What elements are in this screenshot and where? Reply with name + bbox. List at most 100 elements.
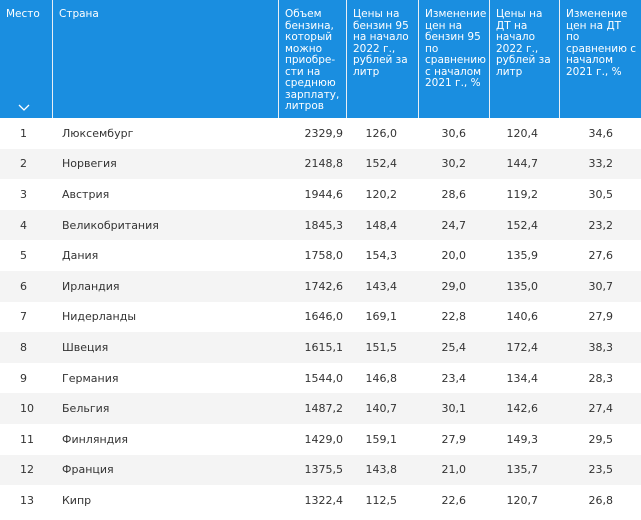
header-petrol-price[interactable]: Цены на бензин 95 на начало 2022 г., руб… — [347, 0, 419, 118]
chevron-down-icon[interactable] — [18, 104, 30, 112]
header-country[interactable]: Страна — [53, 0, 279, 118]
rank-cell: 2 — [20, 157, 27, 171]
petrol-price-cell: 143,8 — [365, 463, 398, 477]
country-cell: Швеция — [62, 340, 109, 354]
volume-cell: 2329,9 — [304, 126, 344, 140]
diesel-price-cell: 120,7 — [506, 493, 539, 507]
diesel-change-cell: 27,9 — [588, 310, 614, 324]
table-header: Место Страна Объем бензина, который можн… — [0, 0, 641, 118]
petrol-price-cell: 112,5 — [365, 493, 398, 507]
volume-cell: 1615,1 — [304, 340, 344, 354]
table-row: 9 Германия 1544,0 146,8 23,4 134,4 28,3 — [0, 362, 641, 394]
volume-cell: 1487,2 — [304, 402, 344, 416]
diesel-price-cell: 142,6 — [506, 402, 539, 416]
diesel-price-cell: 152,4 — [506, 218, 539, 232]
table-row: 6 Ирландия 1742,6 143,4 29,0 135,0 30,7 — [0, 270, 641, 302]
diesel-change-cell: 30,7 — [588, 279, 614, 293]
country-cell: Франция — [62, 463, 114, 477]
diesel-change-cell: 38,3 — [588, 340, 614, 354]
header-petrol-change[interactable]: Изменение цен на бензин 95 по сравнению … — [419, 0, 490, 118]
diesel-price-cell: 134,4 — [506, 371, 539, 385]
rank-cell: 6 — [20, 279, 27, 293]
country-cell: Дания — [62, 249, 99, 263]
diesel-price-cell: 135,7 — [506, 463, 539, 477]
petrol-price-cell: 126,0 — [365, 126, 398, 140]
petrol-price-cell: 154,3 — [365, 249, 398, 263]
country-cell: Ирландия — [62, 279, 120, 293]
rank-cell: 4 — [20, 218, 27, 232]
rank-cell: 1 — [20, 126, 27, 140]
petrol-price-cell: 151,5 — [365, 340, 398, 354]
header-petrol-price-label: Цены на бензин 95 на начало 2022 г., руб… — [353, 8, 409, 78]
table-body: 1 Люксембург 2329,9 126,0 30,6 120,4 34,6 2 Норв… — [0, 118, 641, 516]
table-row: 12 Франция 1375,5 143,8 21,0 135,7 23,5 — [0, 454, 641, 486]
diesel-price-cell: 172,4 — [506, 340, 539, 354]
volume-cell: 2148,8 — [304, 157, 344, 171]
table-row: 8 Швеция 1615,1 151,5 25,4 172,4 38,3 — [0, 332, 641, 363]
diesel-change-cell: 30,5 — [588, 187, 614, 201]
rank-cell: 11 — [20, 432, 34, 446]
diesel-change-cell: 27,4 — [588, 402, 614, 416]
header-country-label: Страна — [59, 8, 99, 20]
header-diesel-change-label: Изменение цен на ДТ по сравнению с начал… — [566, 8, 637, 78]
country-cell: Кипр — [62, 493, 92, 507]
petrol-price-cell: 159,1 — [365, 432, 398, 446]
header-diesel-price[interactable]: Цены на ДТ на начало 2022 г., рублей за … — [490, 0, 560, 118]
volume-cell: 1429,0 — [304, 432, 344, 446]
header-diesel-change[interactable]: Изменение цен на ДТ по сравнению с начал… — [560, 0, 641, 118]
diesel-change-cell: 29,5 — [588, 432, 614, 446]
volume-cell: 1758,0 — [304, 249, 344, 263]
country-cell: Нидерланды — [62, 310, 137, 324]
header-diesel-price-label: Цены на ДТ на начало 2022 г., рублей за … — [496, 8, 551, 78]
rank-cell: 12 — [20, 463, 34, 477]
diesel-price-cell: 135,9 — [506, 249, 539, 263]
header-volume[interactable]: Объем бензина, который можно приобре-сти… — [279, 0, 347, 118]
table-row: 13 Кипр 1322,4 112,5 22,6 120,7 26,8 — [0, 485, 641, 516]
rank-cell: 3 — [20, 187, 27, 201]
table-row: 2 Норвегия 2148,8 152,4 30,2 144,7 33,2 — [0, 148, 641, 180]
petrol-price-cell: 169,1 — [365, 310, 398, 324]
header-rank[interactable]: Место — [0, 0, 53, 118]
rank-cell: 8 — [20, 340, 27, 354]
volume-cell: 1375,5 — [304, 463, 344, 477]
volume-cell: 1845,3 — [304, 218, 344, 232]
country-cell: Бельгия — [62, 402, 110, 416]
header-volume-label: Объем бензина, который можно приобре-сти… — [285, 8, 340, 112]
header-petrol-change-label: Изменение цен на бензин 95 по сравнению … — [425, 8, 487, 89]
country-cell: Финляндия — [62, 432, 129, 446]
rank-cell: 10 — [20, 402, 34, 416]
table-row: 7 Нидерланды 1646,0 169,1 22,8 140,6 27,9 — [0, 301, 641, 333]
volume-cell: 1544,0 — [304, 371, 344, 385]
diesel-change-cell: 28,3 — [588, 371, 614, 385]
petrol-price-cell: 143,4 — [365, 279, 398, 293]
diesel-change-cell: 34,6 — [588, 126, 614, 140]
table-row: 3 Австрия 1944,6 120,2 28,6 119,2 30,5 — [0, 179, 641, 210]
table-row: 11 Финляндия 1429,0 159,1 27,9 149,3 29,5 — [0, 423, 641, 455]
diesel-price-cell: 144,7 — [506, 157, 539, 171]
country-cell: Великобритания — [62, 218, 159, 232]
rank-cell: 7 — [20, 310, 27, 324]
petrol-price-cell: 140,7 — [365, 402, 398, 416]
petrol-price-cell: 120,2 — [365, 187, 398, 201]
petrol-price-cell: 148,4 — [365, 218, 398, 232]
country-cell: Австрия — [62, 187, 110, 201]
diesel-change-cell: 27,6 — [588, 249, 614, 263]
petrol-price-cell: 152,4 — [365, 157, 398, 171]
diesel-price-cell: 119,2 — [506, 187, 539, 201]
rank-cell: 5 — [20, 249, 27, 263]
rank-cell: 13 — [20, 493, 34, 507]
volume-cell: 1646,0 — [304, 310, 344, 324]
petrol-change-cell: 28,6 — [441, 187, 467, 201]
diesel-change-cell: 23,5 — [588, 463, 614, 477]
diesel-price-cell: 135,0 — [506, 279, 539, 293]
rank-cell: 9 — [20, 371, 27, 385]
petrol-change-cell: 25,4 — [441, 340, 467, 354]
table-row: 4 Великобритания 1845,3 148,4 24,7 152,4 23,2 — [0, 209, 641, 241]
petrol-change-cell: 30,6 — [441, 126, 467, 140]
table-row: 10 Бельгия 1487,2 140,7 30,1 142,6 27,4 — [0, 393, 641, 424]
diesel-change-cell: 23,2 — [588, 218, 614, 232]
table-row: 1 Люксембург 2329,9 126,0 30,6 120,4 34,6 — [0, 118, 641, 149]
petrol-change-cell: 22,6 — [441, 493, 467, 507]
diesel-price-cell: 149,3 — [506, 432, 539, 446]
